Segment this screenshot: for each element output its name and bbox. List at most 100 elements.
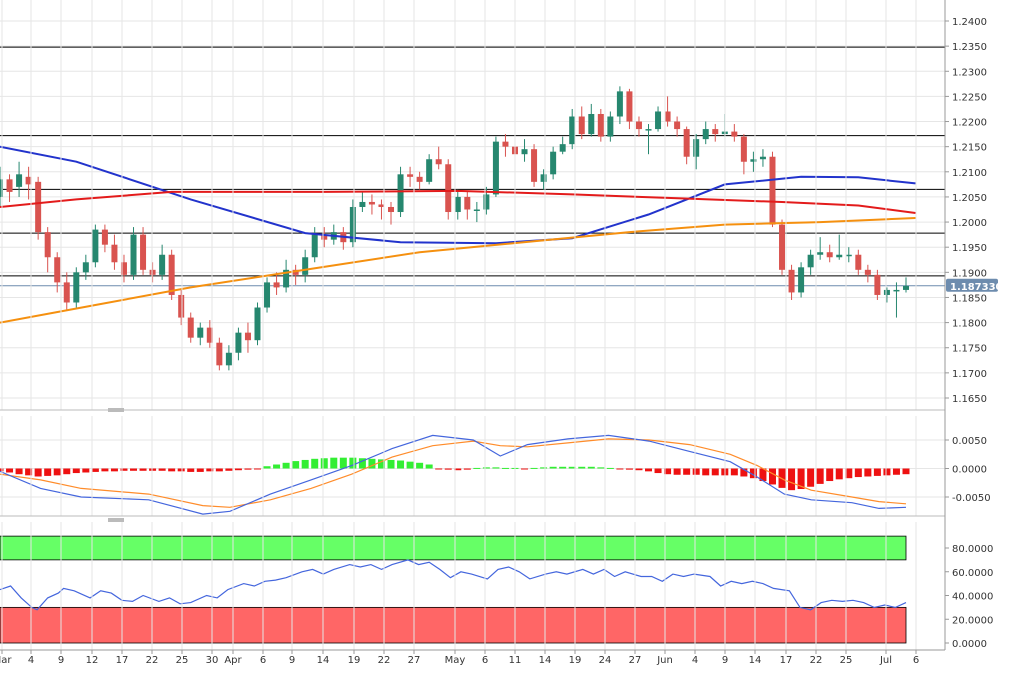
rsi-y-tick-label: 60.0000 [952, 568, 993, 579]
macd-histogram-bar [797, 468, 805, 490]
macd-histogram-bar [91, 468, 99, 472]
candle-body [864, 269, 871, 275]
macd-histogram-bar [559, 466, 567, 469]
candle-body [531, 149, 538, 182]
macd-histogram-bar [759, 468, 767, 482]
rsi-line [0, 559, 907, 611]
candle-body [454, 196, 461, 213]
candle-body [817, 252, 824, 255]
macd-histogram-bar [540, 467, 548, 469]
macd-histogram-bar [702, 468, 710, 476]
candle-body [702, 129, 709, 140]
macd-histogram-bar [463, 468, 471, 470]
candle-body [44, 232, 51, 258]
macd-histogram-bar [711, 468, 719, 476]
x-tick-label: 12 [86, 655, 99, 666]
macd-histogram-bar [368, 458, 376, 469]
candle-body [82, 262, 89, 273]
macd-histogram-bar [568, 466, 576, 469]
candle-body [893, 289, 900, 292]
current-price-tag: 1.187330 [946, 278, 1003, 293]
candle-body [607, 116, 614, 137]
candle-body [349, 206, 356, 243]
x-tick-label: 11 [509, 655, 522, 666]
macd-histogram-bar [530, 467, 538, 469]
price-tag-bg [946, 278, 998, 292]
macd-histogram-bar [139, 468, 147, 471]
candle-body [826, 252, 833, 258]
macd-histogram-bar [244, 468, 252, 470]
price-y-tick-label: 1.2350 [952, 42, 987, 53]
macd-histogram-bar [206, 468, 214, 472]
sma_long-line [0, 217, 916, 324]
candle-body [473, 209, 480, 211]
price-y-tick-label: 1.2400 [952, 17, 987, 28]
macd-histogram-bar [358, 458, 366, 469]
candle-body [92, 229, 99, 263]
candle-body [206, 327, 213, 343]
macd-histogram-bar [168, 468, 176, 472]
macd-histogram-bar [187, 468, 195, 472]
candle-body [302, 257, 309, 275]
macd-histogram-bar [63, 468, 71, 475]
macd-histogram-bar [225, 468, 233, 471]
macd-histogram-bar [454, 468, 462, 471]
price-y-tick-label: 1.2200 [952, 118, 987, 129]
macd-histogram-bar [234, 468, 242, 471]
macd-histogram-bar [15, 468, 23, 475]
macd-histogram-bar [587, 466, 595, 469]
x-tick-label: 6 [260, 655, 266, 666]
x-tick-label: 30 [206, 655, 219, 666]
macd-histogram-bar [473, 467, 481, 469]
macd-histogram-bar [292, 461, 300, 469]
candle-body [883, 289, 890, 295]
candle-body [378, 204, 385, 207]
price-y-tick-label: 1.2300 [952, 67, 987, 78]
macd-histogram-bar [406, 461, 414, 469]
macd-histogram-bar [339, 457, 347, 469]
candle-body [368, 201, 375, 205]
candle-body [35, 181, 42, 233]
price-y-tick-label: 1.1900 [952, 268, 987, 279]
axes: 1.2400 1.2350 1.2300 1.2250 1.2200 1.2150 1.21… [0, 0, 993, 666]
candle-body [874, 274, 881, 295]
x-tick-label: 14 [749, 655, 762, 666]
x-tick-label: 9 [722, 655, 728, 666]
candle-body [693, 139, 700, 157]
candle-body [359, 201, 366, 207]
macd-histogram-bar [826, 468, 834, 482]
price-y-tick-label: 1.1950 [952, 243, 987, 254]
macd-histogram-bar [816, 468, 824, 484]
x-tick-label: 25 [840, 655, 853, 666]
candle-body [149, 269, 156, 275]
price-y-tick-label: 1.1700 [952, 369, 987, 380]
candle-body [807, 254, 814, 268]
candle-body [187, 317, 194, 338]
x-tick-label: 9 [289, 655, 295, 666]
candle-body [292, 269, 299, 275]
candle-body [54, 257, 61, 283]
macd-panel [0, 434, 945, 515]
price-y-tick-label: 1.1650 [952, 394, 987, 405]
candle-body [407, 174, 414, 177]
candle-body [159, 254, 166, 275]
candle-body [63, 282, 70, 303]
candle-body [740, 136, 747, 162]
x-tick-label: 4 [692, 655, 698, 666]
rsi-y-tick-label: 20.0000 [952, 615, 993, 626]
candle-body [731, 131, 738, 137]
macd-histogram-bar [311, 458, 319, 469]
macd-line [0, 434, 907, 515]
macd-histogram-bar [282, 462, 290, 469]
candle-body [397, 174, 404, 213]
macd-histogram-bar [215, 468, 223, 472]
candle-body [25, 176, 32, 185]
macd-histogram-bar [664, 468, 672, 475]
candle-body [244, 332, 251, 341]
x-tick-label: Jul [879, 655, 892, 666]
macd-histogram-bar [25, 468, 33, 476]
x-tick-label: 19 [569, 655, 582, 666]
price-tag-label: 1.187330 [950, 282, 1003, 293]
macd-histogram-bar [521, 468, 529, 470]
candle-body [635, 121, 642, 130]
